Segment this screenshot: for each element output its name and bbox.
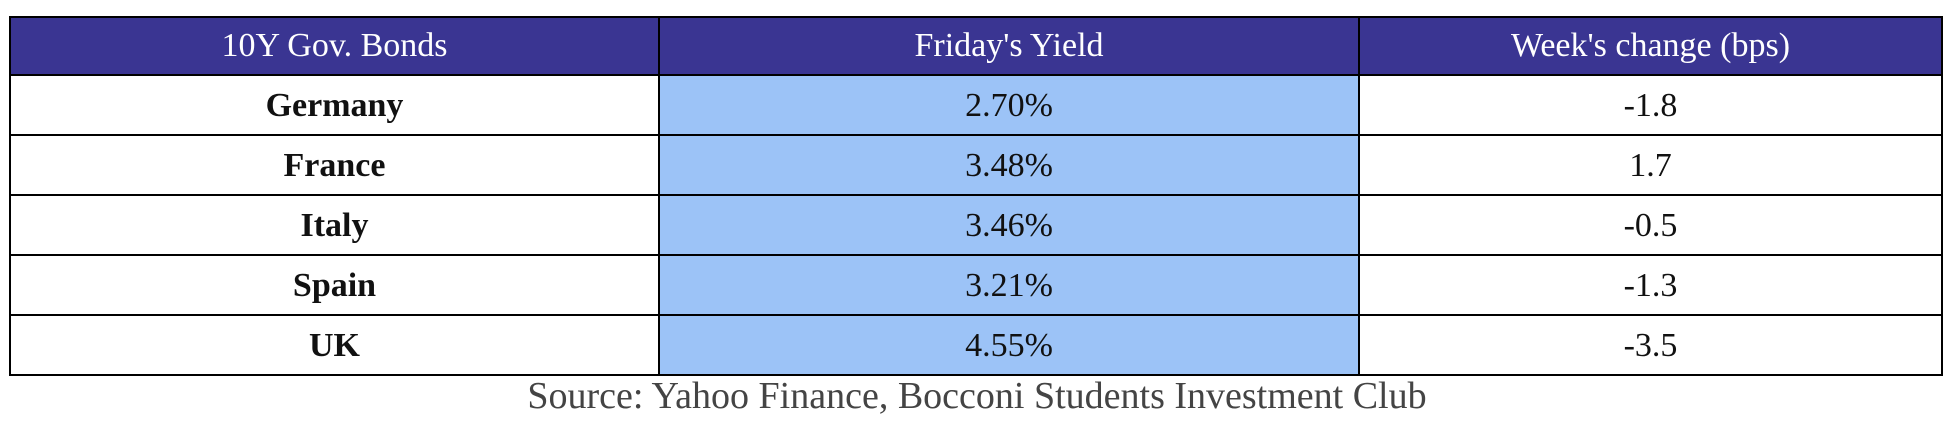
table-row: Germany 2.70% -1.8: [9, 74, 1943, 136]
source-note: Source: Yahoo Finance, Bocconi Students …: [527, 375, 1427, 417]
yield-cell: 3.48%: [658, 134, 1360, 196]
change-cell: 1.7: [1358, 134, 1943, 196]
name-cell: Italy: [9, 194, 660, 256]
table-row: Italy 3.46% -0.5: [9, 194, 1943, 256]
table-row: France 3.48% 1.7: [9, 134, 1943, 196]
table-row: Spain 3.21% -1.3: [9, 254, 1943, 316]
change-cell: -0.5: [1358, 194, 1943, 256]
header-cell: 10Y Gov. Bonds: [9, 16, 660, 76]
yield-cell: 3.46%: [658, 194, 1360, 256]
table-header: 10Y Gov. Bonds Friday's Yield Week's cha…: [9, 16, 1943, 76]
yield-cell: 3.21%: [658, 254, 1360, 316]
header-cell: Friday's Yield: [658, 16, 1360, 76]
yield-cell: 2.70%: [658, 74, 1360, 136]
change-cell: -3.5: [1358, 314, 1943, 376]
header-row: 10Y Gov. Bonds Friday's Yield Week's cha…: [9, 16, 1943, 76]
name-cell: France: [9, 134, 660, 196]
table-row: UK 4.55% -3.5: [9, 314, 1943, 376]
change-cell: -1.3: [1358, 254, 1943, 316]
header-cell: Week's change (bps): [1358, 16, 1943, 76]
change-cell: -1.8: [1358, 74, 1943, 136]
yield-cell: 4.55%: [658, 314, 1360, 376]
name-cell: Spain: [9, 254, 660, 316]
bond-table: 10Y Gov. Bonds Friday's Yield Week's cha…: [9, 16, 1943, 376]
name-cell: UK: [9, 314, 660, 376]
table-body: Germany 2.70% -1.8 France 3.48% 1.7 Italy 3.46%…: [9, 74, 1943, 376]
name-cell: Germany: [9, 74, 660, 136]
